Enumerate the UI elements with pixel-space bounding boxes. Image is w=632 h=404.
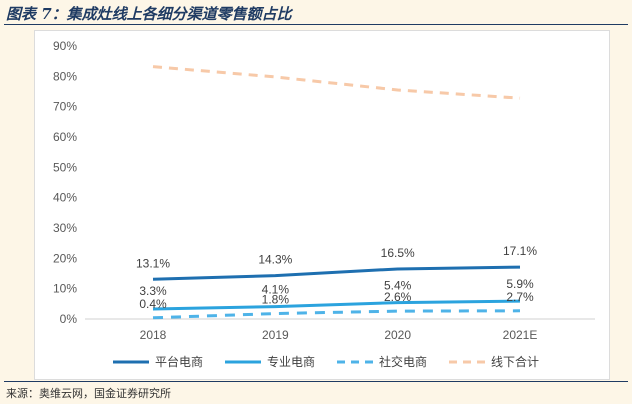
legend-label: 平台电商 bbox=[155, 354, 203, 369]
data-label: 16.5% bbox=[381, 246, 415, 260]
series-line-0 bbox=[152, 265, 521, 281]
data-label: 5.9% bbox=[506, 277, 534, 291]
x-tick-label: 2020 bbox=[384, 328, 411, 342]
y-tick-label: 30% bbox=[53, 221, 77, 235]
series-line-2 bbox=[152, 309, 521, 320]
data-label: 4.1% bbox=[262, 283, 290, 297]
x-tick-label: 2018 bbox=[140, 328, 167, 342]
data-label: 5.4% bbox=[384, 279, 412, 293]
title-divider bbox=[4, 24, 628, 25]
data-label: 13.1% bbox=[136, 256, 170, 270]
y-tick-label: 40% bbox=[53, 191, 77, 205]
figure-title: 图表 7：集成灶线上各细分渠道零售额占比 bbox=[6, 5, 292, 23]
y-tick-label: 50% bbox=[53, 160, 77, 174]
source-note: 来源：奥维云网，国金证券研究所 bbox=[6, 387, 171, 400]
data-label: 1.8% bbox=[262, 293, 290, 307]
data-label: 3.3% bbox=[139, 284, 167, 298]
y-tick-label: 70% bbox=[53, 100, 77, 114]
series-line-3 bbox=[152, 65, 521, 100]
chart-frame: 0% 10% 20% 30% 40% 50% 60% 70% 80% 90% 2018 2019 202… bbox=[34, 30, 610, 380]
y-tick-label: 80% bbox=[53, 69, 77, 83]
y-tick-label: 90% bbox=[53, 39, 77, 53]
data-label: 17.1% bbox=[503, 244, 537, 258]
legend-label: 线下合计 bbox=[491, 354, 539, 369]
series-line-1 bbox=[152, 299, 521, 311]
x-tick-label: 2021E bbox=[503, 328, 538, 342]
y-tick-label: 0% bbox=[60, 312, 78, 326]
legend-label: 社交电商 bbox=[379, 354, 427, 369]
x-tick-label: 2019 bbox=[262, 328, 289, 342]
source-divider bbox=[4, 381, 628, 382]
y-tick-label: 10% bbox=[53, 282, 77, 296]
data-label: 2.7% bbox=[506, 290, 534, 304]
legend-label: 专业电商 bbox=[267, 354, 315, 369]
data-label: 2.6% bbox=[384, 290, 412, 304]
data-label: 0.4% bbox=[139, 297, 167, 311]
data-label: 14.3% bbox=[258, 253, 292, 267]
y-tick-label: 20% bbox=[53, 251, 77, 265]
y-tick-label: 60% bbox=[53, 130, 77, 144]
retail-share-line-chart: 0% 10% 20% 30% 40% 50% 60% 70% 80% 90% 2018 2019 202… bbox=[53, 39, 595, 369]
